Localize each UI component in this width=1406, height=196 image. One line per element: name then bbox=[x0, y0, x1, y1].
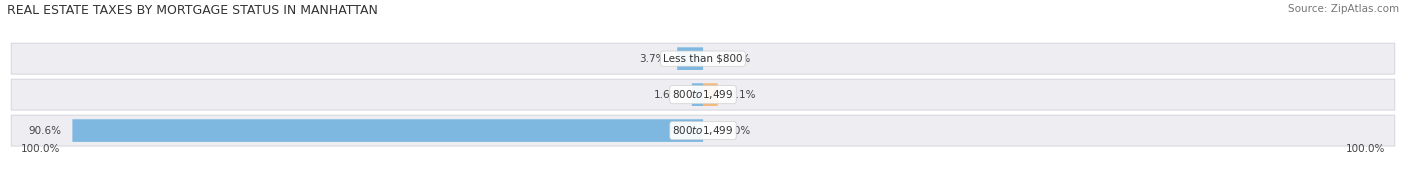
FancyBboxPatch shape bbox=[11, 43, 1395, 74]
FancyBboxPatch shape bbox=[11, 115, 1395, 146]
Text: 100.0%: 100.0% bbox=[1346, 144, 1385, 154]
Text: 100.0%: 100.0% bbox=[21, 144, 60, 154]
Text: Source: ZipAtlas.com: Source: ZipAtlas.com bbox=[1288, 4, 1399, 14]
Text: 0.0%: 0.0% bbox=[724, 54, 751, 64]
Text: 90.6%: 90.6% bbox=[28, 126, 62, 136]
Text: $800 to $1,499: $800 to $1,499 bbox=[672, 88, 734, 101]
Text: 1.6%: 1.6% bbox=[654, 90, 681, 100]
Text: Less than $800: Less than $800 bbox=[664, 54, 742, 64]
FancyBboxPatch shape bbox=[703, 83, 717, 106]
FancyBboxPatch shape bbox=[11, 79, 1395, 110]
Text: 3.7%: 3.7% bbox=[640, 54, 666, 64]
FancyBboxPatch shape bbox=[678, 47, 703, 70]
FancyBboxPatch shape bbox=[692, 83, 703, 106]
Text: $800 to $1,499: $800 to $1,499 bbox=[672, 124, 734, 137]
Text: REAL ESTATE TAXES BY MORTGAGE STATUS IN MANHATTAN: REAL ESTATE TAXES BY MORTGAGE STATUS IN … bbox=[7, 4, 378, 17]
Text: 2.1%: 2.1% bbox=[728, 90, 755, 100]
FancyBboxPatch shape bbox=[72, 119, 703, 142]
Text: 0.0%: 0.0% bbox=[724, 126, 751, 136]
